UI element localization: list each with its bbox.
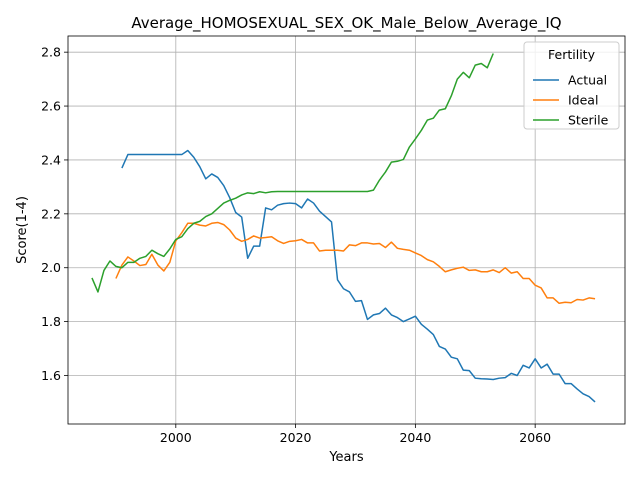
y-axis: 1.6 1.8 2.0 2.2 2.4 2.6 2.8 xyxy=(41,45,68,383)
y-tick-label: 1.6 xyxy=(41,368,61,383)
legend-box xyxy=(523,41,620,130)
x-tick-label: 2000 xyxy=(160,430,192,445)
chart-title: Average_HOMOSEXUAL_SEX_OK_Male_Below_Ave… xyxy=(131,14,561,33)
legend-items: Actual Ideal Sterile xyxy=(533,73,609,128)
x-axis-label: Years xyxy=(328,450,364,465)
x-tick-label: 2040 xyxy=(399,430,431,445)
legend-label-actual: Actual xyxy=(568,73,607,88)
legend-label-ideal: Ideal xyxy=(568,93,598,108)
y-tick-label: 1.8 xyxy=(41,314,61,329)
y-tick-label: 2.8 xyxy=(41,45,61,60)
y-tick-label: 2.6 xyxy=(41,99,61,114)
series-layer xyxy=(91,53,596,403)
x-tick-label: 2020 xyxy=(280,430,312,445)
legend-title: Fertility xyxy=(548,47,596,62)
x-tick-label: 2060 xyxy=(519,430,551,445)
y-tick-label: 2.0 xyxy=(41,260,61,275)
series-line-sterile xyxy=(91,53,494,293)
legend: Fertility Actual Ideal Sterile xyxy=(523,41,620,130)
y-tick-label: 2.4 xyxy=(41,152,61,167)
legend-label-sterile: Sterile xyxy=(568,113,609,128)
y-tick-label: 2.2 xyxy=(41,206,61,221)
series-line-ideal xyxy=(115,221,596,305)
plot-frame xyxy=(67,35,626,425)
series-line-actual xyxy=(121,149,596,403)
x-axis: 2000 2020 2040 2060 xyxy=(160,424,551,445)
y-axis-label: Score(1-4) xyxy=(15,196,30,264)
